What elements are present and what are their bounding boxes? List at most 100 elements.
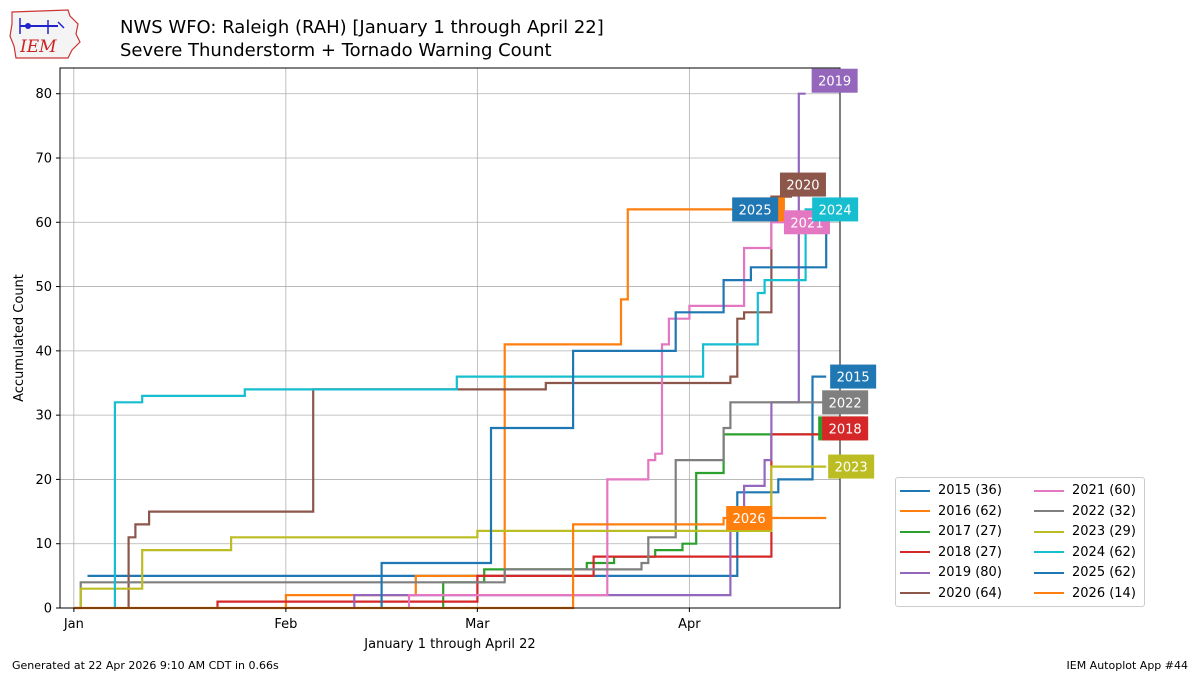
end-label-2020: 2020	[779, 172, 826, 197]
end-label-text: 2025	[739, 203, 772, 218]
y-tick-label: 20	[35, 473, 52, 488]
series-line-2021	[407, 221, 792, 608]
iem-logo-graphic: IEM	[9, 9, 81, 59]
end-label-box	[811, 68, 858, 93]
end-label-2019: 2019	[811, 68, 858, 93]
end-label-text: 2019	[818, 75, 851, 90]
end-label-2022: 2022	[822, 390, 869, 415]
end-label-text: 2022	[829, 396, 862, 411]
legend-label: 2020 (64)	[938, 585, 1002, 601]
legend-swatch	[900, 530, 930, 533]
legend-label: 2021 (60)	[1072, 483, 1136, 498]
legend-item-2015: 2015 (36)	[900, 482, 1002, 500]
series-line-2026	[73, 516, 827, 610]
legend-swatch	[900, 592, 930, 594]
end-label-box	[830, 364, 877, 389]
series-line-2015	[87, 375, 827, 577]
legend-swatch	[900, 571, 930, 574]
legend-label: 2018 (27)	[938, 544, 1002, 560]
end-label-2023: 2023	[828, 454, 875, 479]
end-label-box	[822, 390, 869, 415]
legend-swatch	[900, 510, 930, 512]
x-axis-label: January 1 through April 22	[363, 637, 535, 652]
legend-item-2017: 2017 (27)	[900, 523, 1002, 541]
y-tick-label: 50	[35, 280, 52, 295]
end-label-text: 2015	[837, 371, 870, 386]
chart-title: NWS WFO: Raleigh (RAH) [January 1 throug…	[120, 17, 604, 38]
x-tick-label: Apr	[678, 617, 701, 632]
series-line-2023	[79, 465, 827, 608]
legend-label: 2023 (29)	[1072, 524, 1136, 539]
legend-swatch	[1034, 592, 1064, 594]
legend-item-2021: 2021 (60)	[1034, 482, 1136, 500]
legend: 2015 (36) 2016 (62) 2017 (27) 2018 (27) 2019…	[895, 477, 1145, 607]
x-tick-label: Jan	[63, 617, 84, 632]
y-tick-label: 10	[35, 537, 52, 552]
legend-swatch	[1034, 510, 1064, 512]
end-label-text: 2026	[733, 512, 766, 527]
legend-item-2018: 2018 (27)	[900, 544, 1002, 562]
logo-text: IEM	[19, 37, 57, 57]
y-tick-label: 60	[35, 216, 52, 231]
end-label-2018: 2018	[822, 416, 869, 441]
x-tick-label: Mar	[465, 617, 490, 632]
legend-swatch	[1034, 571, 1064, 574]
legend-label: 2017 (27)	[938, 524, 1002, 539]
end-label-text: 2020	[786, 179, 819, 194]
series-line-2016	[284, 208, 751, 608]
end-label-text: 2024	[819, 203, 852, 218]
footer-generated: Generated at 22 Apr 2026 9:10 AM CDT in …	[12, 659, 279, 672]
legend-item-2022: 2022 (32)	[1034, 503, 1136, 521]
legend-swatch	[1034, 551, 1064, 553]
axis-ticks: 0 10 20 30 40 50 60 70 80 Jan Feb Mar Apr	[35, 87, 701, 632]
grid	[60, 68, 840, 609]
x-tick-label: Feb	[274, 617, 297, 632]
footer-app: IEM Autoplot App #44	[1066, 659, 1189, 672]
y-axis-label: Accumulated Count	[12, 274, 27, 402]
end-label-2015: 2015	[830, 364, 877, 389]
end-label-box	[732, 197, 779, 222]
legend-item-2020: 2020 (64)	[900, 585, 1002, 603]
legend-item-2019: 2019 (80)	[900, 564, 1002, 582]
iem-logo: IEM	[8, 6, 84, 62]
end-label-2026: 2026	[726, 506, 773, 530]
end-label-text: 2023	[835, 461, 868, 476]
plot-frame	[59, 67, 841, 609]
y-tick-label: 40	[35, 344, 52, 359]
end-label-box	[726, 506, 773, 530]
legend-label: 2024 (62)	[1072, 544, 1136, 560]
end-label-2025: 2025	[732, 197, 779, 222]
legend-swatch	[900, 489, 930, 492]
series-line-2022	[73, 401, 827, 610]
series-line-2025	[380, 209, 828, 608]
series-line-2020	[127, 195, 792, 608]
y-tick-label: 70	[35, 152, 52, 167]
end-label-box	[779, 172, 826, 197]
end-label-box	[822, 416, 869, 441]
legend-label: 2022 (32)	[1072, 503, 1136, 519]
legend-label: 2026 (14)	[1072, 585, 1136, 601]
end-label-text: 2018	[829, 422, 862, 437]
end-label-2024: 2024	[812, 197, 859, 222]
y-tick-label: 0	[44, 602, 52, 617]
legend-swatch	[1034, 489, 1064, 492]
end-label-box	[828, 454, 875, 479]
end-label-box	[812, 197, 859, 222]
legend-item-2016: 2016 (62)	[900, 503, 1002, 521]
legend-label: 2019 (80)	[938, 565, 1002, 580]
series-line-2024	[113, 208, 827, 608]
legend-item-2025: 2025 (62)	[1034, 564, 1136, 582]
legend-item-2026: 2026 (14)	[1034, 585, 1136, 603]
legend-label: 2016 (62)	[938, 503, 1002, 519]
legend-label: 2015 (36)	[938, 483, 1002, 498]
legend-label: 2025 (62)	[1072, 565, 1136, 580]
y-tick-label: 30	[35, 409, 52, 424]
series-end-labels: 2015201620172018201920202021202220232024…	[726, 68, 877, 530]
legend-item-2023: 2023 (29)	[1034, 523, 1136, 541]
legend-swatch	[900, 551, 930, 553]
chart-subtitle: Severe Thunderstorm + Tornado Warning Co…	[120, 40, 552, 61]
legend-swatch	[1034, 530, 1064, 533]
legend-item-2024: 2024 (62)	[1034, 544, 1136, 562]
y-tick-label: 80	[35, 87, 52, 102]
